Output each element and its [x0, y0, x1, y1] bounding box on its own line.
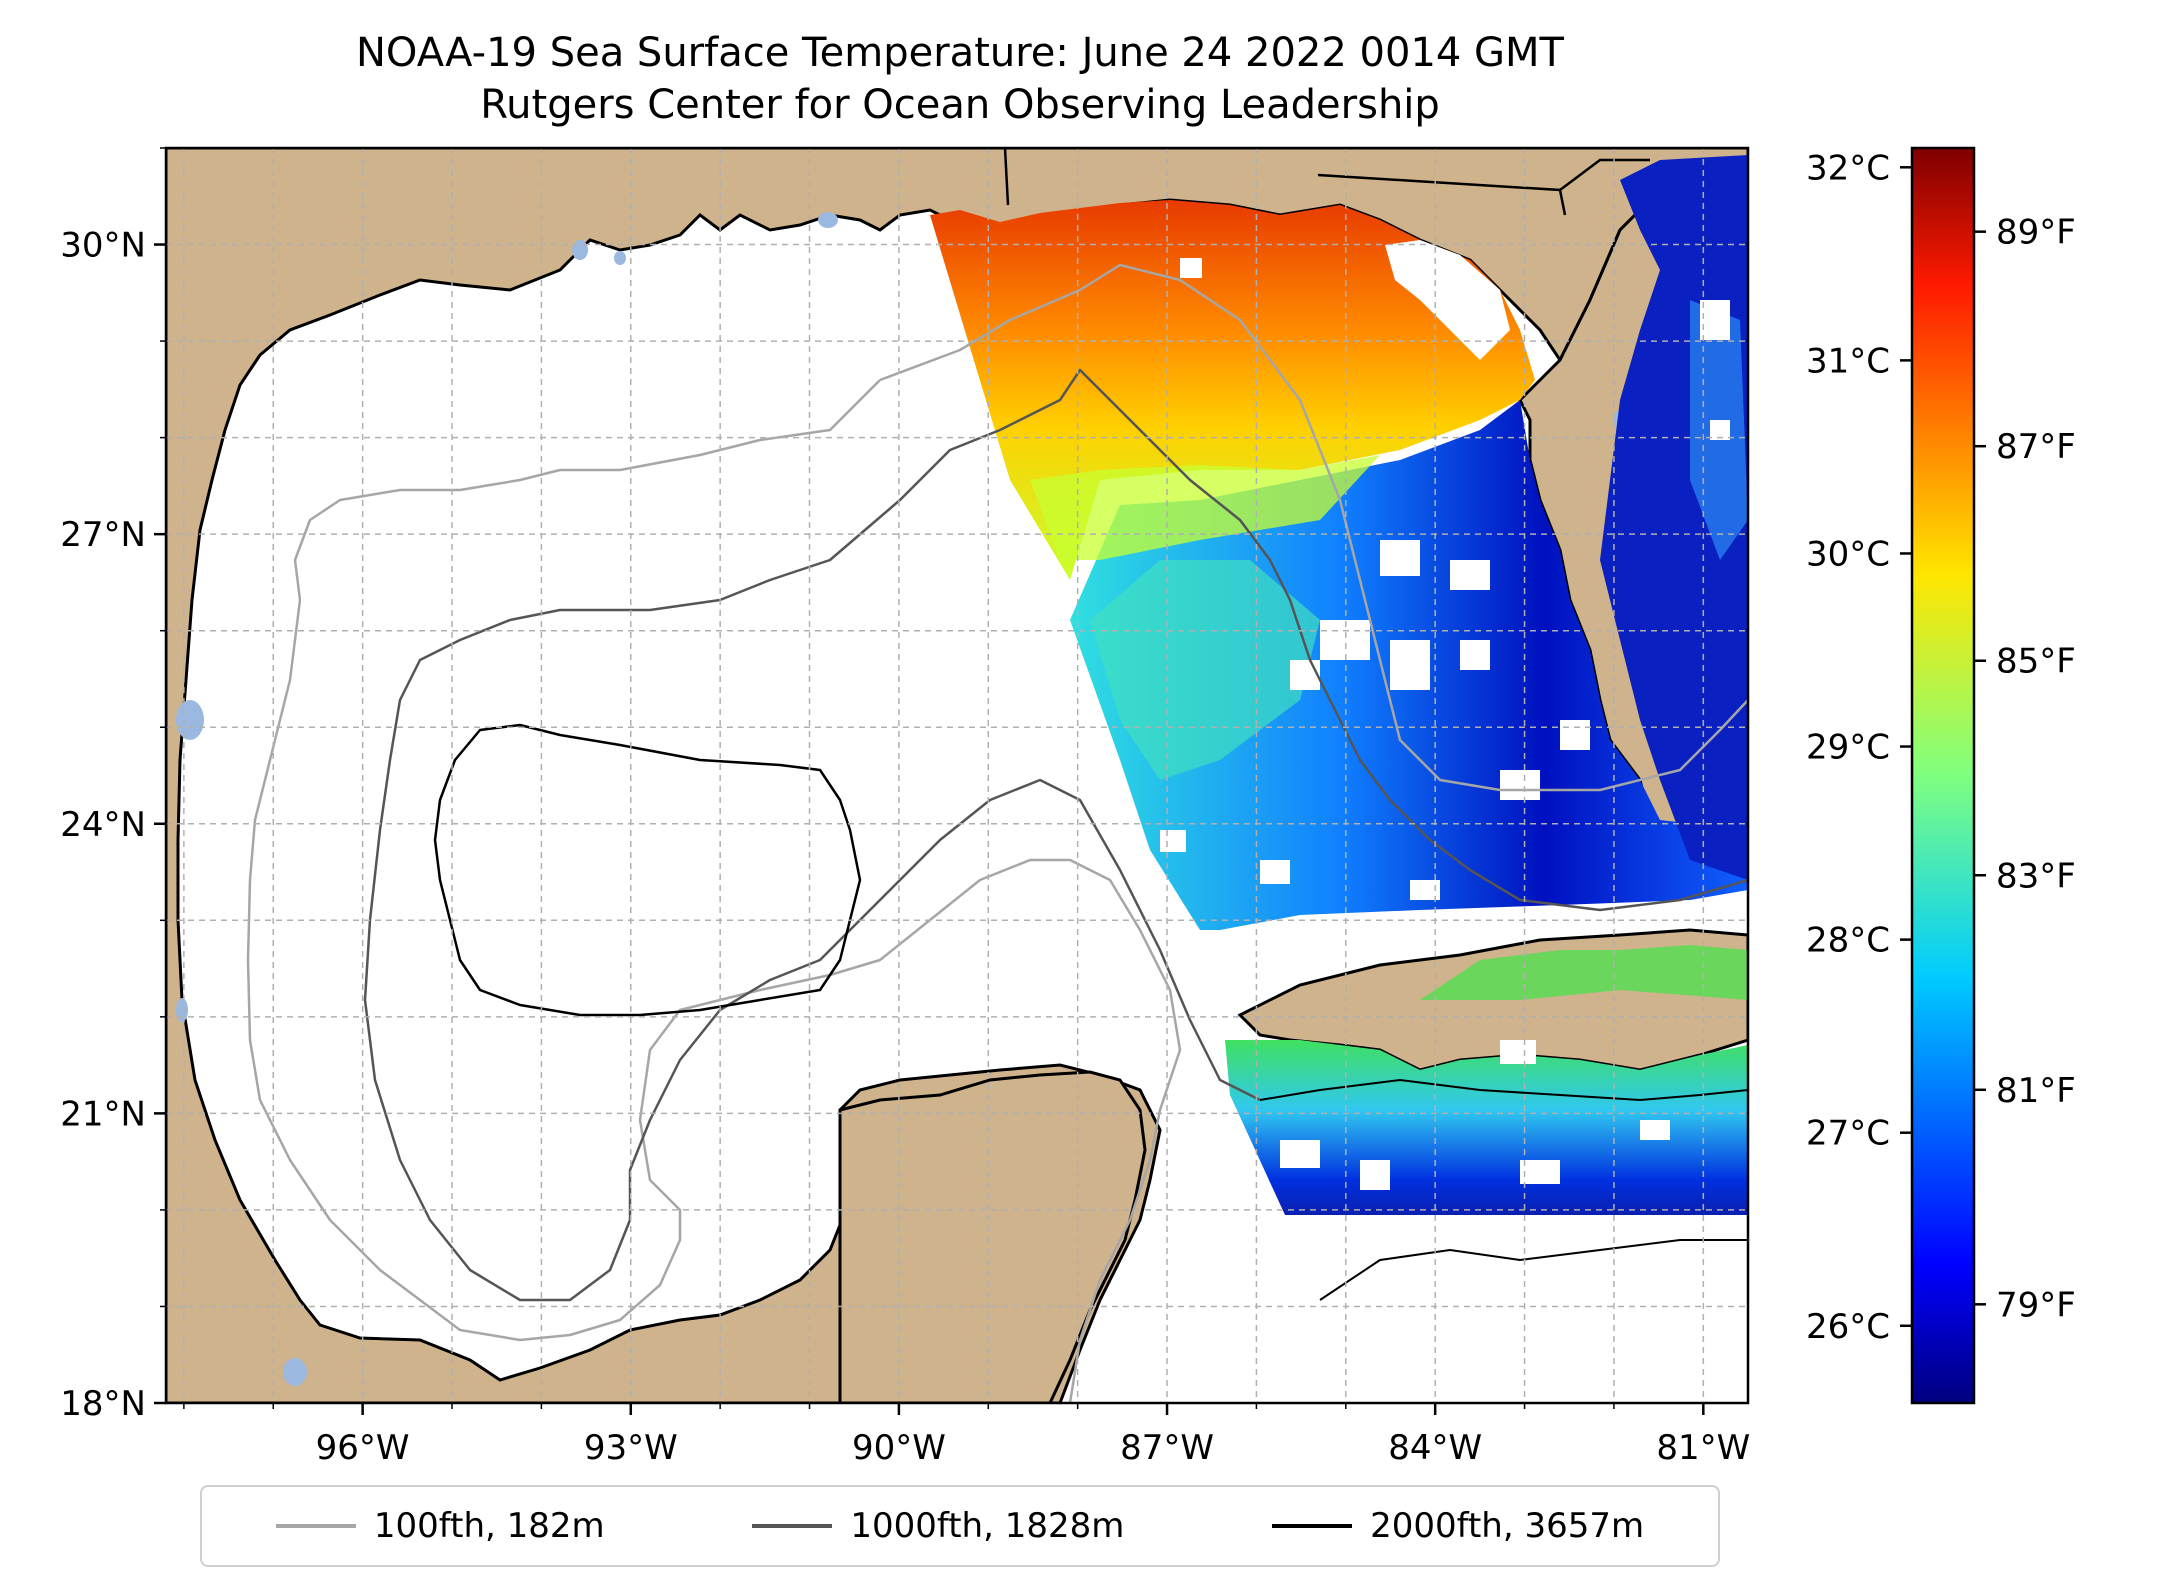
legend-item-100fth: 100fth, 182m	[275, 1506, 605, 1546]
latitude-axis: 30°N 27°N 24°N 21°N 18°N	[60, 147, 166, 1424]
lat-tick-label: 30°N	[60, 226, 146, 266]
colorbar-celsius-label: 28°C	[1806, 921, 1890, 961]
sst-swath-south-top	[1420, 945, 1748, 1000]
lat-tick-label: 24°N	[60, 805, 146, 845]
colorbar-celsius-label: 31°C	[1806, 341, 1890, 381]
legend-item-2000fth: 2000fth, 3657m	[1272, 1506, 1644, 1546]
land-yucatan	[838, 1070, 1147, 1403]
legend-swatch-100fth	[275, 1524, 356, 1528]
colorbar-celsius-label: 32°C	[1806, 148, 1890, 188]
state-borders	[1003, 148, 1650, 216]
lat-tick-label: 18°N	[60, 1384, 146, 1424]
map-frame	[164, 146, 1750, 1405]
legend-label-1000fth: 1000fth, 1828m	[850, 1506, 1125, 1546]
legend-item-1000fth: 1000fth, 1828m	[752, 1506, 1124, 1546]
contour-2000fth-south	[1319, 1239, 1748, 1301]
contour-1000fth	[363, 428, 1261, 1302]
sst-swath-middle-warm	[1090, 560, 1320, 780]
lon-tick-label: 87°W	[1120, 1428, 1214, 1468]
colorbar	[1910, 146, 1976, 1405]
colorbar-celsius-axis: 32°C 31°C 30°C 29°C 28°C 27°C 26°C	[1806, 148, 1912, 1347]
colorbar-fahrenheit-label: 89°F	[1996, 213, 2076, 253]
lat-lon-grid	[166, 148, 1748, 1403]
lat-tick-label: 27°N	[60, 515, 146, 555]
contour-2000fth	[433, 723, 862, 1017]
colorbar-celsius-label: 30°C	[1806, 534, 1890, 574]
lon-tick-label: 90°W	[852, 1428, 946, 1468]
colorbar-fahrenheit-label: 87°F	[1996, 427, 2076, 467]
legend-label-2000fth: 2000fth, 3657m	[1370, 1506, 1645, 1546]
bathymetry-legend: 100fth, 182m 1000fth, 1828m 2000fth, 365…	[200, 1485, 1720, 1567]
colorbar-fahrenheit-label: 81°F	[1996, 1071, 2076, 1111]
lon-tick-label: 93°W	[584, 1428, 678, 1468]
colorbar-celsius-label: 27°C	[1806, 1114, 1890, 1154]
map-subtitle: Rutgers Center for Ocean Observing Leade…	[480, 82, 1440, 128]
colorbar-fahrenheit-axis: 89°F 87°F 85°F 83°F 81°F 79°F	[1974, 213, 2076, 1325]
map-title: NOAA-19 Sea Surface Temperature: June 24…	[355, 30, 1564, 76]
legend-swatch-2000fth	[1272, 1524, 1353, 1528]
colorbar-celsius-label: 26°C	[1806, 1307, 1890, 1347]
contour-100fth	[246, 379, 1182, 1403]
lon-tick-label: 96°W	[316, 1428, 410, 1468]
contour-1000fth-east	[999, 368, 1748, 912]
contour-2000fth-cuba	[1259, 1079, 1748, 1101]
colorbar-celsius-label: 29°C	[1806, 728, 1890, 768]
longitude-axis: 96°W 93°W 90°W 87°W 84°W 81°W	[183, 1403, 1750, 1468]
sst-swath-south	[1225, 1040, 1748, 1215]
lon-tick-label: 81°W	[1656, 1428, 1750, 1468]
colorbar-fahrenheit-label: 83°F	[1996, 856, 2076, 896]
colorbar-fahrenheit-label: 85°F	[1996, 642, 2076, 682]
legend-swatch-1000fth	[752, 1524, 833, 1528]
lat-tick-label: 21°N	[60, 1094, 146, 1134]
lon-tick-label: 84°W	[1388, 1428, 1482, 1468]
colorbar-fahrenheit-label: 79°F	[1996, 1285, 2076, 1325]
cloud-gaps	[1160, 240, 1730, 1190]
legend-label-100fth: 100fth, 182m	[373, 1506, 605, 1546]
